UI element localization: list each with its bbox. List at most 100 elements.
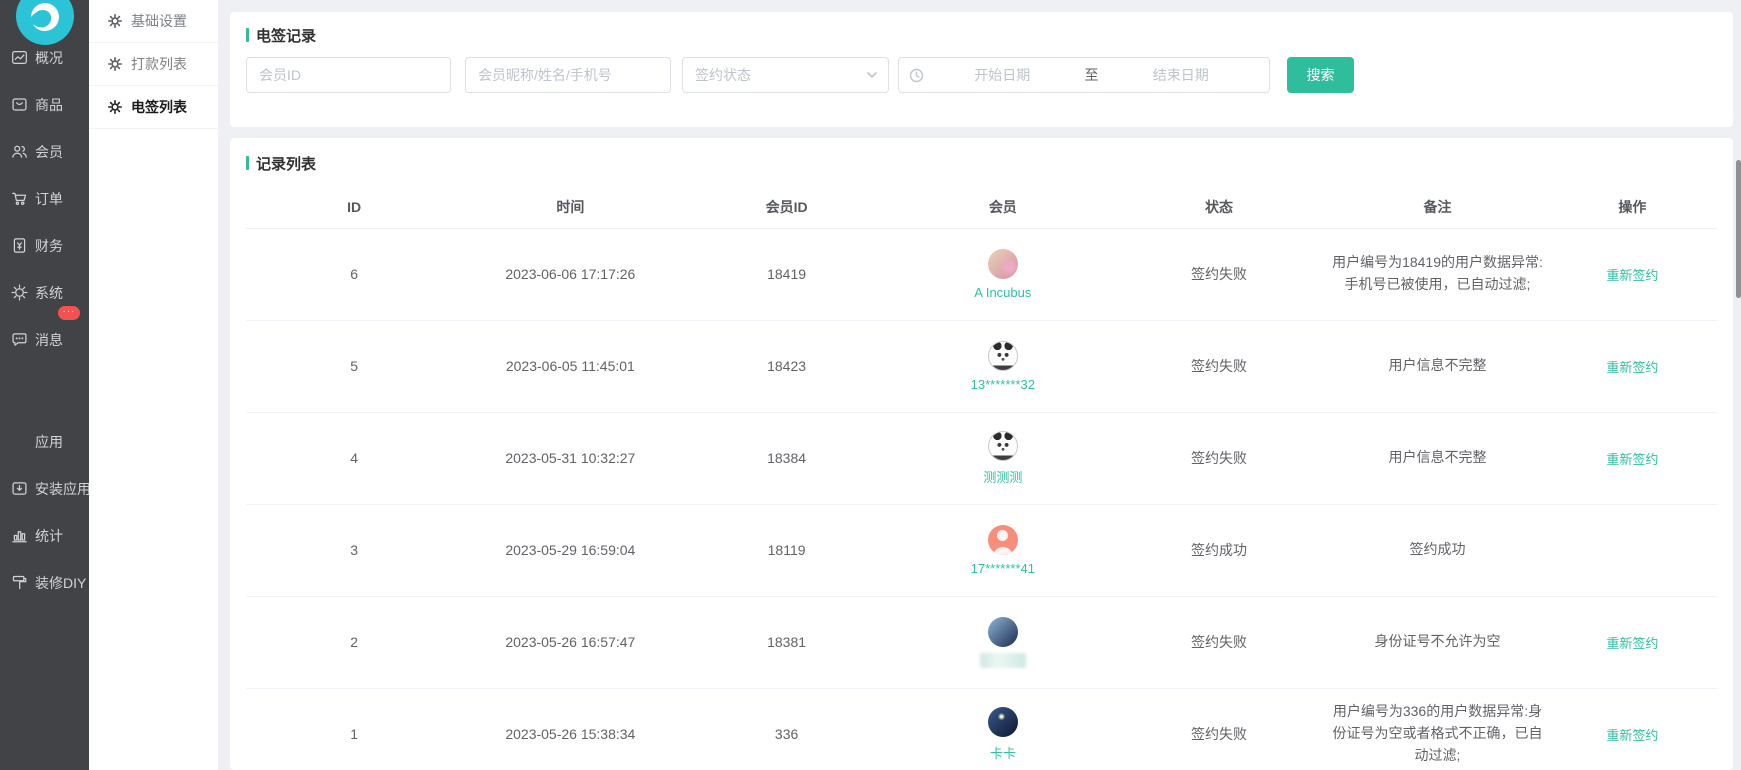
nickname-input[interactable] — [465, 57, 671, 93]
clock-icon — [909, 68, 924, 83]
date-range-picker[interactable]: 至 — [898, 57, 1270, 93]
table-row: 3 2023-05-29 16:59:04 18119 17*******41 签约成功… — [246, 504, 1717, 597]
search-panel-title-text: 电签记录 — [256, 27, 317, 45]
sidebar-item-label: 消息 — [35, 331, 63, 348]
cell-id: 1 — [246, 688, 463, 770]
cell-status: 签约失败 — [1110, 688, 1328, 770]
scrollbar-thumb[interactable] — [1736, 160, 1741, 298]
sidebar-item-finance[interactable]: 财务 — [0, 222, 89, 269]
sidebar-item-label: 安装应用 — [35, 480, 89, 497]
records-table: ID 时间 会员ID 会员 状态 备注 操作 6 2023-06-06 17:17:26 184… — [246, 186, 1717, 770]
cell-status: 签约失败 — [1110, 228, 1328, 321]
date-start-input[interactable] — [924, 67, 1081, 83]
remark-text: 签约成功 — [1409, 541, 1466, 558]
sidebar-item-system[interactable]: 系统 — [0, 269, 89, 316]
cell-action — [1547, 504, 1717, 597]
panda-meme-avatar — [987, 340, 1018, 371]
sidebar-item-orders[interactable]: 订单 — [0, 175, 89, 222]
cell-member: 卡卡 — [894, 688, 1111, 770]
logo-swirl-icon — [15, 0, 74, 45]
sidebar-item-members[interactable]: 会员 — [0, 128, 89, 175]
stats-icon — [11, 527, 28, 544]
table-row: 2 2023-05-26 16:57:47 18381 签约失败 身份证号不允许为空 重新… — [246, 596, 1717, 689]
resign-link[interactable]: 重新签约 — [1606, 267, 1659, 283]
resign-link[interactable]: 重新签约 — [1606, 727, 1659, 743]
cell-remark: 签约成功 — [1327, 504, 1548, 597]
sign-status-placeholder: 签约状态 — [695, 67, 751, 83]
member-name-link[interactable]: 13*******32 — [970, 376, 1035, 392]
cell-member: A Incubus — [894, 228, 1111, 321]
remark-text: 身份证号不允许为空 — [1374, 633, 1501, 650]
sidebar-item-label: 应用 — [35, 433, 63, 450]
member-name-link[interactable]: 17*******41 — [970, 560, 1035, 576]
submenu-item-label: 基础设置 — [131, 13, 187, 29]
member: 测测测 — [895, 430, 1111, 486]
cell-time: 2023-06-06 17:17:26 — [462, 228, 679, 321]
table-header-cell: ID — [246, 186, 463, 229]
cell-status: 签约失败 — [1110, 320, 1328, 413]
resign-link[interactable]: 重新签约 — [1606, 635, 1659, 651]
sign-status-select[interactable]: 签约状态 — [682, 57, 889, 93]
cell-id: 3 — [246, 504, 463, 597]
search-panel-title: 电签记录 — [246, 26, 1717, 45]
sidebar-item-apps[interactable]: 应用 — [0, 418, 89, 465]
cell-action: 重新签约 — [1547, 596, 1717, 689]
primary-nav: 概况商品会员订单财务系统 消息 ··· — [0, 34, 89, 363]
cell-action: 重新签约 — [1547, 688, 1717, 770]
table-row: 6 2023-06-06 17:17:26 18419 A Incubus 签约失败 用户… — [246, 228, 1717, 321]
sidebar-item-label: 订单 — [35, 190, 63, 207]
sidebar-item-label: 统计 — [35, 527, 63, 544]
section-accent-bar — [246, 156, 249, 170]
cell-member: 17*******41 — [894, 504, 1111, 597]
records-panel-title-text: 记录列表 — [256, 155, 317, 173]
cell-time: 2023-05-31 10:32:27 — [462, 412, 679, 505]
sidebar-item-goods[interactable]: 商品 — [0, 81, 89, 128]
search-form: 签约状态 至 搜索 — [246, 57, 1717, 93]
chevron-down-icon — [867, 72, 877, 79]
table-header-cell: 时间 — [462, 186, 679, 229]
cell-status: 签约成功 — [1110, 504, 1328, 597]
cell-id: 4 — [246, 412, 463, 505]
app-logo[interactable] — [15, 0, 74, 45]
cell-time: 2023-05-29 16:59:04 — [462, 504, 679, 597]
table-header-cell: 操作 — [1547, 186, 1717, 229]
submenu-item-basic-settings[interactable]: 基础设置 — [89, 0, 218, 43]
cell-remark: 用户编号为336的用户数据异常:身份证号为空或者格式不正确，已自动过滤; — [1327, 688, 1548, 770]
section-accent-bar — [246, 28, 249, 42]
cell-member-id: 18384 — [678, 412, 895, 505]
sidebar-item-label: 概况 — [35, 49, 63, 66]
records-panel-title: 记录列表 — [246, 154, 1717, 173]
dog-with-flowers-avatar — [987, 248, 1018, 279]
sidebar-item-messages[interactable]: 消息 ··· — [0, 306, 89, 363]
records-panel: 记录列表 ID 时间 会员ID 会员 状态 备注 操作 6 2023-06-06 17:17:… — [230, 138, 1733, 770]
sidebar-item-label: 财务 — [35, 237, 63, 254]
sidebar-item-overview[interactable]: 概况 — [0, 34, 89, 81]
gear-icon — [108, 14, 122, 28]
submenu-item-esign-list[interactable]: 电签列表 — [89, 86, 218, 129]
member-name-link[interactable]: 卡卡 — [989, 745, 1016, 761]
member: A Incubus — [895, 248, 1111, 300]
primary-nav-lower: 应用安装应用统计装修DIY — [0, 418, 89, 606]
submenu-item-payment-list[interactable]: 打款列表 — [89, 43, 218, 86]
cell-time: 2023-06-05 11:45:01 — [462, 320, 679, 413]
date-end-input[interactable] — [1102, 67, 1259, 83]
message-icon — [11, 331, 28, 348]
sidebar-item-install-app[interactable]: 安装应用 — [0, 465, 89, 512]
cell-id: 6 — [246, 228, 463, 321]
member-name-link[interactable]: A Incubus — [974, 284, 1032, 300]
cell-member-id: 18381 — [678, 596, 895, 689]
member: 13*******32 — [895, 340, 1111, 392]
sidebar-item-stats[interactable]: 统计 — [0, 512, 89, 559]
member-id-input[interactable] — [246, 57, 451, 93]
sidebar-item-label: 商品 — [35, 96, 63, 113]
search-button[interactable]: 搜索 — [1287, 57, 1354, 93]
table-header-cell: 会员 — [894, 186, 1111, 229]
resign-link[interactable]: 重新签约 — [1606, 359, 1659, 375]
sidebar-item-decorate-diy[interactable]: 装修DIY — [0, 559, 89, 606]
blue-anime-avatar — [987, 616, 1018, 647]
member-name-link[interactable]: 测测测 — [983, 469, 1023, 485]
records-tbody: 6 2023-06-06 17:17:26 18419 A Incubus 签约失败 用户… — [246, 228, 1717, 770]
resign-link[interactable]: 重新签约 — [1606, 451, 1659, 467]
table-row: 4 2023-05-31 10:32:27 18384 测测测 签约失败 用户信息不完整 重… — [246, 412, 1717, 505]
